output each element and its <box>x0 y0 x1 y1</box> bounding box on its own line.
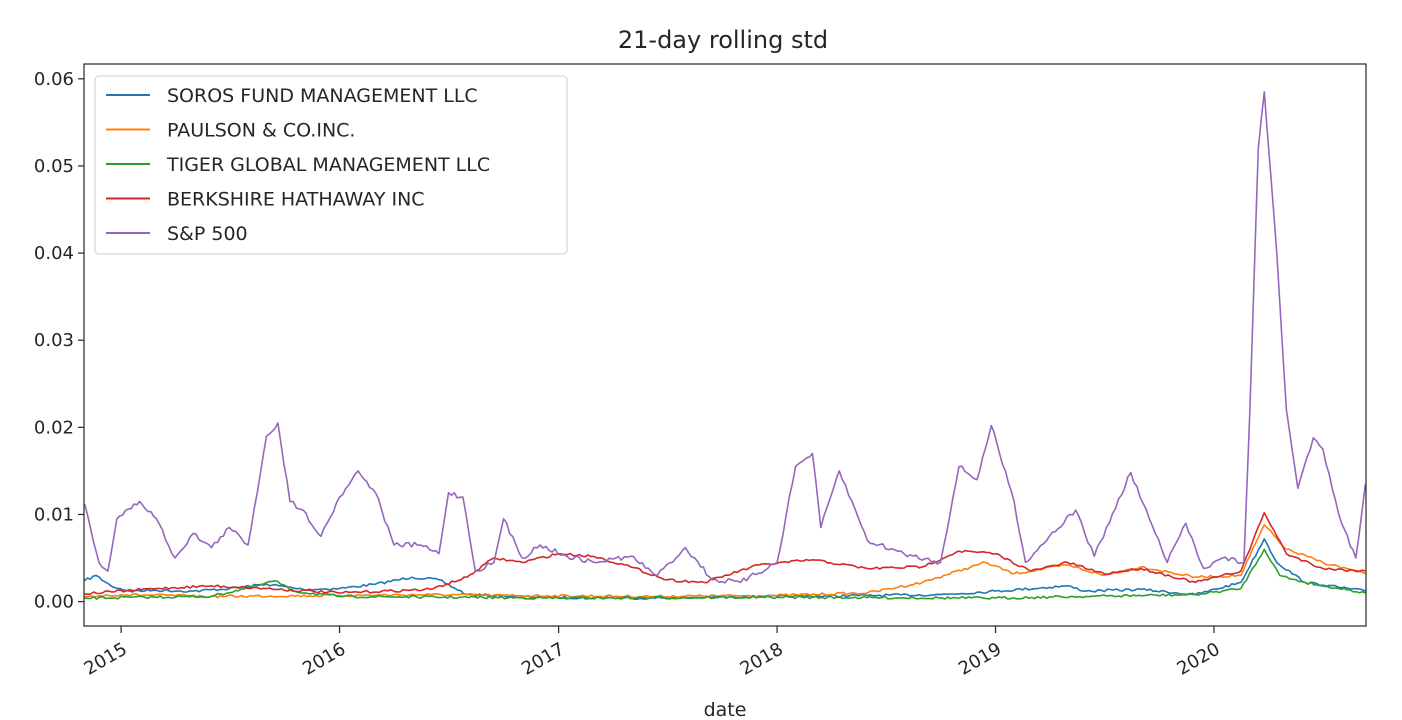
plot-lines <box>83 91 1367 601</box>
legend-label: TIGER GLOBAL MANAGEMENT LLC <box>166 154 490 176</box>
plot-frame <box>83 63 1367 627</box>
series-line <box>84 511 1366 595</box>
x-axis-label: date <box>704 699 747 720</box>
series-line <box>84 524 1366 599</box>
chart-title: 21-day rolling std <box>618 26 828 54</box>
y-tick-label: 0.02 <box>34 417 74 438</box>
x-axis: 2015 2016 2017 2018 2019 2020 <box>81 626 1224 680</box>
y-tick-label: 0.01 <box>34 504 74 525</box>
y-tick-label: 0.00 <box>34 592 74 613</box>
x-tick-label: 2016 <box>299 639 349 680</box>
y-axis: 0.00 0.01 0.02 0.03 0.04 0.05 0.06 <box>34 69 84 613</box>
x-tick-label: 2015 <box>81 639 131 680</box>
legend-box <box>94 75 568 255</box>
y-tick-label: 0.06 <box>34 69 74 90</box>
x-tick-label: 2019 <box>955 639 1005 680</box>
y-tick-label: 0.05 <box>34 156 74 177</box>
y-tick-label: 0.04 <box>34 243 74 264</box>
x-tick-label: 2017 <box>518 639 568 680</box>
series-line <box>84 548 1366 600</box>
x-tick-label: 2018 <box>737 639 787 680</box>
legend-label: BERKSHIRE HATHAWAY INC <box>167 189 425 211</box>
legend-label: S&P 500 <box>167 223 248 245</box>
legend-label: PAULSON & CO.INC. <box>167 120 355 142</box>
legend: SOROS FUND MANAGEMENT LLC PAULSON & CO.IN… <box>94 75 568 255</box>
y-tick-label: 0.03 <box>34 330 74 351</box>
legend-label: SOROS FUND MANAGEMENT LLC <box>167 85 478 107</box>
series-line <box>83 91 1367 584</box>
x-tick-label: 2020 <box>1174 639 1224 680</box>
